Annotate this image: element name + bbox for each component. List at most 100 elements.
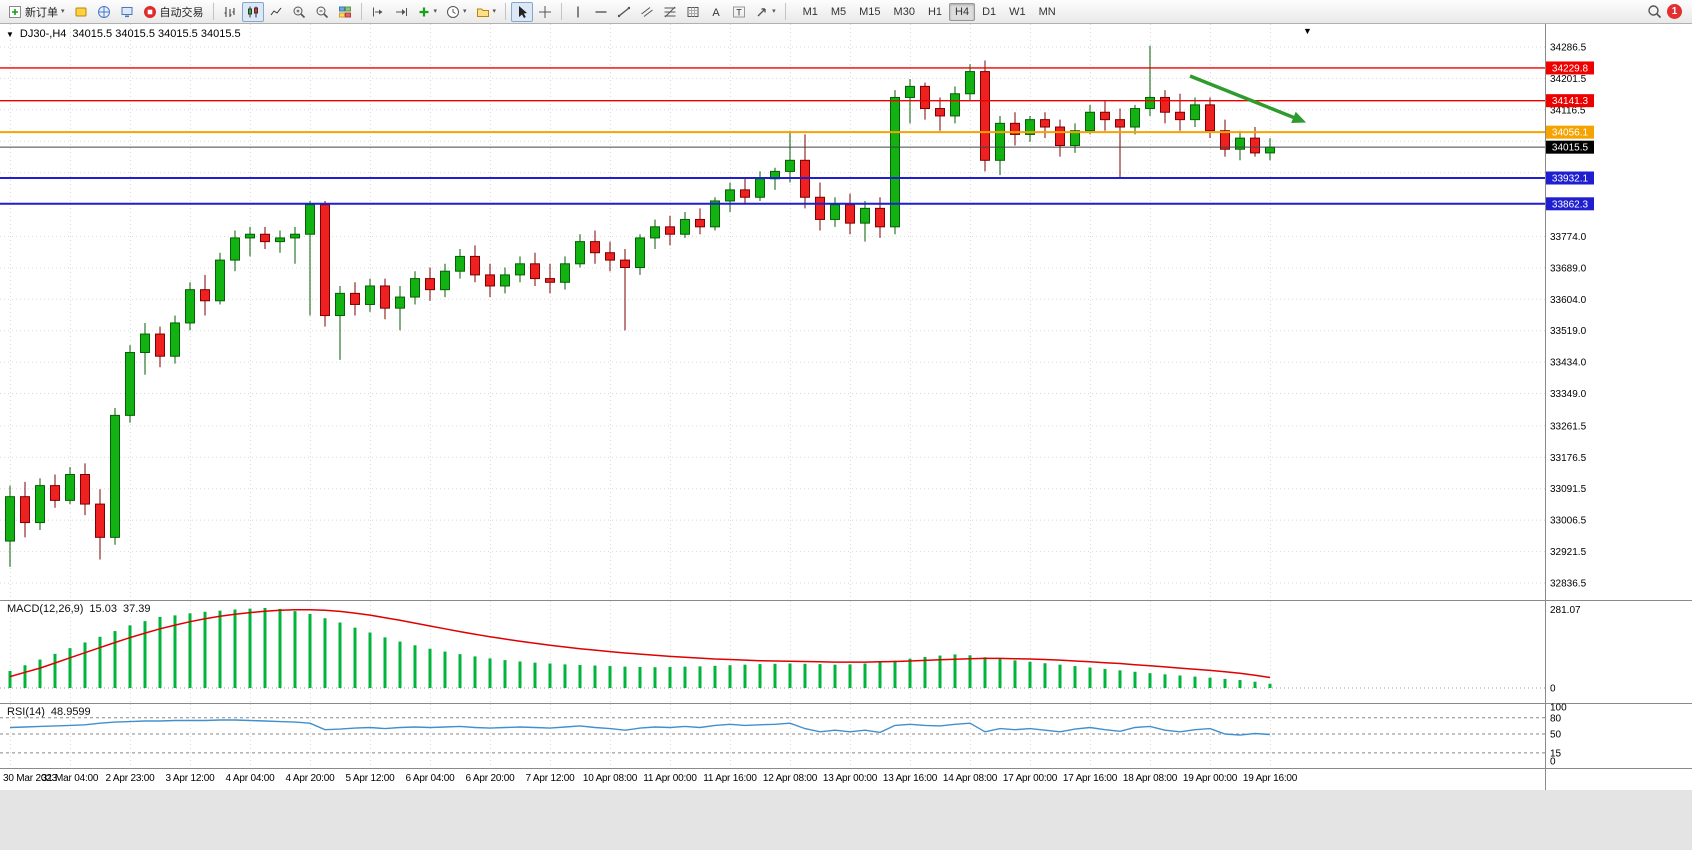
candle-body — [1190, 104, 1200, 121]
macd-panel-canvas[interactable]: 281.07 0 — [0, 600, 1692, 703]
line-chart-button[interactable] — [265, 2, 287, 22]
autotrading-button[interactable]: 自动交易 — [139, 2, 208, 22]
templates-button[interactable]: ▾ — [472, 2, 501, 22]
bar-chart-icon — [223, 5, 237, 19]
candle-body — [455, 255, 465, 272]
crosshair-button[interactable] — [534, 2, 556, 22]
date-axis-label: 7 Apr 12:00 — [525, 773, 575, 784]
auto-scroll-icon — [394, 5, 408, 19]
chevron-down-icon: ▾ — [61, 8, 65, 15]
notification-badge[interactable]: 1 — [1667, 4, 1682, 19]
fibonacci-tool-button[interactable] — [659, 2, 681, 22]
candle-body — [575, 241, 585, 265]
timeframe-d1-button[interactable]: D1 — [982, 5, 997, 18]
candle-body — [230, 237, 240, 261]
navigator-button[interactable] — [93, 2, 115, 22]
price-badge-label: 34015.5 — [1552, 143, 1589, 154]
price-chart-canvas[interactable]: 34286.5 34201.5 34116.5 33774.0 33689.0 33604… — [0, 24, 1692, 600]
price-axis-label: 32921.5 — [1550, 547, 1587, 558]
trend-arrow[interactable] — [1189, 74, 1296, 120]
rsi-line — [9, 719, 1271, 736]
chart-shift-button[interactable] — [367, 2, 389, 22]
date-axis-label: 18 Apr 08:00 — [1122, 773, 1178, 784]
tile-windows-button[interactable] — [334, 2, 356, 22]
crosshair-icon — [538, 5, 552, 19]
periods-button[interactable]: ▾ — [442, 2, 471, 22]
candle-body — [1055, 126, 1065, 147]
metaeditor-button[interactable] — [70, 2, 92, 22]
price-axis-border — [1545, 24, 1546, 790]
text-label-tool-button[interactable]: T — [728, 2, 750, 22]
templates-folder-icon — [476, 5, 490, 19]
trendline-icon — [617, 5, 631, 19]
zoom-out-icon — [315, 5, 329, 19]
auto-scroll-button[interactable] — [390, 2, 412, 22]
candle-body — [995, 122, 1005, 161]
arrows-tool-button[interactable]: ▾ — [751, 2, 780, 22]
candle-body — [1100, 111, 1110, 121]
rsi-axis-label: 100 — [1550, 703, 1567, 714]
candle-body — [50, 485, 60, 501]
search-button[interactable] — [1643, 2, 1666, 22]
chevron-down-icon: ▾ — [433, 8, 438, 15]
rsi-axis-label: 50 — [1550, 730, 1562, 741]
text-tool-button[interactable]: A — [705, 2, 727, 22]
date-axis-label: 17 Apr 16:00 — [1062, 773, 1118, 784]
new-order-label: 新订单 — [25, 6, 58, 19]
timeframe-h4-button[interactable]: H4 — [949, 2, 976, 21]
candle-body — [365, 285, 375, 305]
objects-grid-tool-button[interactable] — [682, 2, 704, 22]
candle-body — [305, 204, 315, 235]
candle-body — [515, 263, 525, 276]
chart-symbol-period: DJ30-,H4 — [19, 28, 67, 40]
timeframe-mn-button[interactable]: MN — [1038, 5, 1056, 18]
macd-signal-value: 37.39 — [122, 603, 151, 615]
timeframe-m30-button[interactable]: M30 — [893, 5, 915, 18]
channel-icon — [640, 5, 654, 19]
trendline-tool-button[interactable] — [613, 2, 635, 22]
new-order-button[interactable]: 新订单 ▾ — [4, 2, 69, 22]
rsi-value: 48.9599 — [50, 706, 91, 718]
candle-body — [275, 237, 285, 243]
candle-body — [335, 292, 345, 317]
candle-body — [635, 237, 645, 268]
candle-body — [545, 278, 555, 283]
date-axis-label: 4 Apr 20:00 — [285, 773, 335, 784]
main-toolbar: 新订单 ▾ 自动交易 ▾ ▾ — [0, 0, 1692, 24]
toolbar-separator — [360, 3, 362, 20]
timeframe-m15-button[interactable]: M15 — [859, 5, 881, 18]
terminal-button[interactable] — [116, 2, 138, 22]
date-axis-label: 31 Mar 04:00 — [41, 773, 99, 784]
candle-body — [260, 233, 270, 243]
terminal-icon — [120, 5, 134, 19]
timeframe-w1-button[interactable]: W1 — [1009, 5, 1026, 18]
horizontal-line-tool-button[interactable] — [590, 2, 612, 22]
rsi-axis-label: 80 — [1550, 713, 1562, 724]
vertical-line-tool-button[interactable] — [567, 2, 589, 22]
timeframe-m1-button[interactable]: M1 — [802, 5, 818, 18]
macd-sign al-line — [9, 608, 1271, 679]
chevron-down-icon: ▾ — [463, 8, 467, 15]
channel-tool-button[interactable] — [636, 2, 658, 22]
chart-shift-marker-icon[interactable]: ▼ — [1303, 26, 1312, 36]
indicators-button[interactable]: ▾ — [413, 2, 442, 22]
chart-window: 34286.5 34201.5 34116.5 33774.0 33689.0 33604… — [0, 24, 1692, 790]
bar-chart-button[interactable] — [219, 2, 241, 22]
timeframe-h1-button[interactable]: H1 — [927, 5, 943, 18]
candle-body — [425, 278, 435, 291]
cursor-button[interactable] — [511, 1, 534, 22]
date-axis-label: 30 Mar 2023 — [3, 773, 57, 784]
zoom-out-button[interactable] — [311, 2, 333, 22]
price-axis-label: 33774.0 — [1550, 232, 1587, 243]
timeframe-m5-button[interactable]: M5 — [830, 5, 847, 18]
one-click-collapse-icon[interactable]: ▼ — [6, 29, 14, 39]
candle-body — [1070, 130, 1080, 147]
date-axis-label: 19 Apr 16:00 — [1242, 773, 1298, 784]
price-axis-label: 34286.5 — [1550, 43, 1587, 54]
zoom-in-button[interactable] — [288, 2, 310, 22]
search-icon — [1647, 4, 1662, 19]
price-badge-label: 33932.1 — [1552, 174, 1589, 185]
candlestick-chart-button[interactable] — [241, 1, 264, 22]
price-badge-label: 34229.8 — [1552, 63, 1589, 74]
